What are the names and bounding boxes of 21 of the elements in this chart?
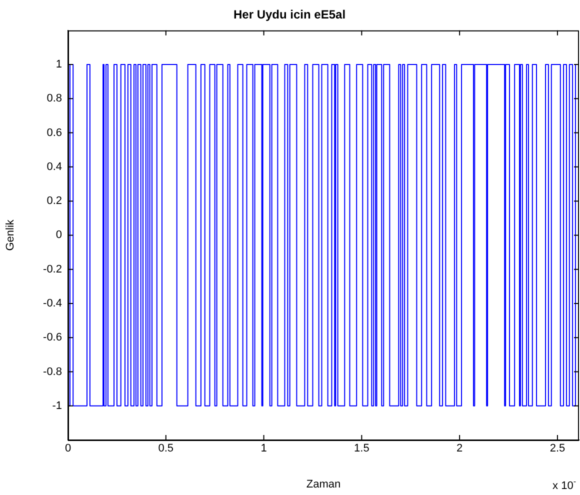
x-tick-label: 2 bbox=[456, 442, 463, 455]
x-tick-label: 0 bbox=[64, 442, 72, 455]
y-tick-label: -0.8 bbox=[43, 366, 62, 378]
x-tick-label: 1 bbox=[260, 442, 267, 455]
x-tick-label: 0.5 bbox=[158, 442, 174, 455]
y-tick-label: 1 bbox=[56, 58, 62, 71]
text: x 10- bbox=[552, 477, 576, 492]
y-tick-label: 0.6 bbox=[46, 126, 62, 139]
y-tick-label: 0.2 bbox=[46, 195, 62, 208]
y-axis-title: Genlik bbox=[4, 219, 17, 251]
y-tick-label: -0.6 bbox=[43, 332, 62, 344]
y-tick-label: -0.4 bbox=[43, 298, 62, 310]
y-tick-label: -0.2 bbox=[43, 263, 62, 276]
y-tick-label: 0.4 bbox=[46, 160, 62, 173]
y-tick-label: 0 bbox=[56, 229, 62, 242]
x-tick-label: 1.5 bbox=[354, 442, 370, 455]
y-tick-label: 0.8 bbox=[46, 92, 62, 105]
y-tick-label: -1 bbox=[52, 400, 62, 412]
x-tick-label: 2.5 bbox=[550, 442, 566, 455]
x-axis-title: Zaman bbox=[306, 478, 341, 490]
chart-title: Her Uydu icin eE5al bbox=[233, 8, 346, 22]
